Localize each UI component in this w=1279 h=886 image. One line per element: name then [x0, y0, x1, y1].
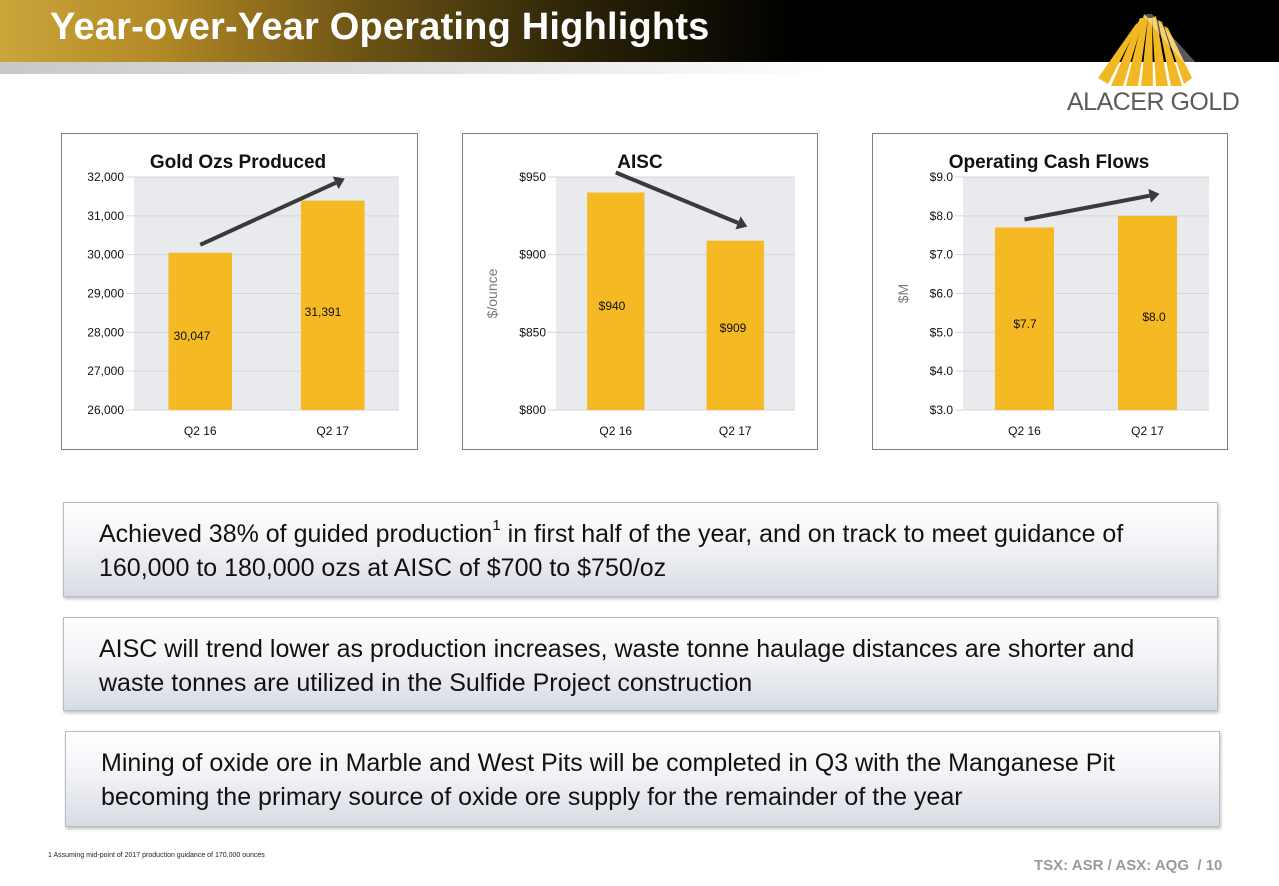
y-tick-label: $800	[519, 403, 546, 417]
page-footer: TSX: ASR / ASX: AQG / 10	[1034, 857, 1222, 874]
y-tick-label: 31,000	[87, 209, 124, 223]
operating-cash-flows-chart: $3.0 $4.0 $5.0 $6.0 $7.0 $8.0 $9.0 Operating Ca…	[872, 133, 1228, 450]
y-tick-label: $8.0	[930, 209, 954, 223]
x-tick-label: Q2 17	[719, 424, 752, 438]
data-label: 30,047	[174, 329, 211, 343]
aisc-chart-svg: $800 $850 $900 $950 AISC $/ounce Q2 16 $940 Q2 1…	[484, 152, 795, 438]
bar	[706, 240, 764, 410]
y-tick-label: $900	[519, 248, 546, 262]
callout-oxide-text: Mining of oxide ore in Marble and West P…	[101, 749, 1115, 811]
aisc-chart: $800 $850 $900 $950 AISC $/ounce Q2 16 $940 Q2 1…	[462, 133, 818, 450]
trend-arrow-head-icon	[1148, 188, 1160, 203]
chart-title: Gold Ozs Produced	[150, 152, 326, 173]
y-tick-label: 26,000	[87, 403, 124, 417]
y-tick-label: $3.0	[930, 403, 954, 417]
y-tick-label: 30,000	[87, 248, 124, 262]
y-tick-label: 28,000	[87, 325, 124, 339]
logo-text: ALACER GOLD	[1067, 88, 1240, 116]
bar	[168, 252, 233, 410]
footnote-marker: 1	[492, 516, 501, 534]
y-tick-label: 32,000	[87, 170, 124, 184]
chart-title: Operating Cash Flows	[949, 152, 1150, 173]
title-bar: Year-over-Year Operating Highlights	[0, 0, 1279, 62]
bar	[300, 200, 365, 410]
y-tick-label: $9.0	[930, 170, 954, 184]
y-tick-label: $4.0	[930, 364, 954, 378]
bar	[994, 227, 1055, 410]
data-label: $8.0	[1142, 310, 1166, 324]
x-tick-label: Q2 16	[184, 424, 217, 438]
callout-oxide: Mining of oxide ore in Marble and West P…	[65, 731, 1220, 827]
callout-text-part2: in first half of the year, and on track …	[99, 520, 1124, 582]
trend-arrow-head-icon	[735, 216, 748, 230]
trend-arrow-line	[199, 180, 337, 247]
bar	[1117, 215, 1178, 410]
y-tick-label: 29,000	[87, 287, 124, 301]
y-tick-label: $950	[519, 170, 546, 184]
gold-ozs-chart-svg: 26,000 27,000 28,000 29,000 30,000 31,000 32,0…	[87, 152, 399, 438]
x-tick-label: Q2 17	[1131, 424, 1164, 438]
footnote: 1 Assuming mid-point of 2017 production …	[48, 852, 265, 859]
y-axis-label: $M	[895, 284, 911, 303]
data-label: $940	[599, 299, 626, 313]
callout-aisc: AISC will trend lower as production incr…	[63, 617, 1218, 711]
x-tick-label: Q2 16	[599, 424, 632, 438]
callout-production-text: Achieved 38% of guided production1 in fi…	[99, 517, 1197, 585]
data-label: $7.7	[1013, 317, 1037, 331]
alacer-gold-logo-icon	[1098, 14, 1208, 86]
data-label: $909	[720, 321, 747, 335]
callout-production: Achieved 38% of guided production1 in fi…	[63, 502, 1218, 597]
data-label: 31,391	[305, 305, 342, 319]
page-number: / 10	[1197, 857, 1223, 874]
x-tick-label: Q2 16	[1008, 424, 1041, 438]
callout-text-part1: Achieved 38% of guided production	[99, 520, 493, 548]
page-title: Year-over-Year Operating Highlights	[50, 6, 710, 48]
trend-arrow-head-icon	[332, 176, 345, 190]
x-tick-label: Q2 17	[316, 424, 349, 438]
y-tick-label: $6.0	[930, 287, 954, 301]
callout-aisc-text: AISC will trend lower as production incr…	[99, 635, 1135, 697]
trend-arrow-line	[1024, 193, 1151, 222]
trend-arrow-line	[614, 170, 739, 225]
y-tick-label: 27,000	[87, 364, 124, 378]
y-tick-label: $5.0	[930, 325, 954, 339]
bar	[587, 192, 645, 410]
y-axis-label: $/ounce	[484, 268, 500, 318]
y-tick-label: $7.0	[930, 248, 954, 262]
y-tick-label: $850	[519, 325, 546, 339]
chart-title: AISC	[617, 152, 663, 173]
ticker-text: TSX: ASR / ASX: AQG	[1034, 857, 1190, 874]
title-underline	[0, 62, 1279, 74]
gold-ozs-chart: 26,000 27,000 28,000 29,000 30,000 31,000 32,0…	[61, 133, 418, 450]
